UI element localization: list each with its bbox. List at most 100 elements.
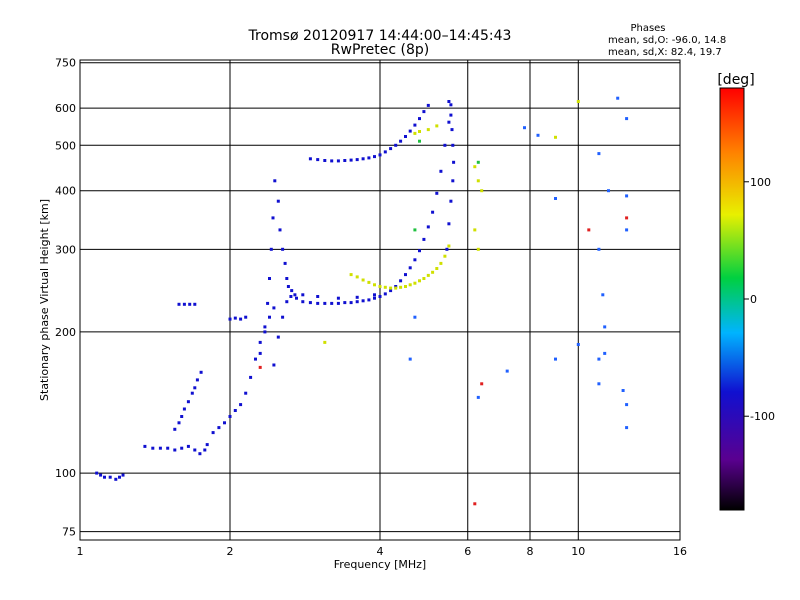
data-point: [373, 293, 376, 297]
data-point: [426, 225, 430, 229]
data-point: [180, 446, 184, 450]
data-point: [263, 325, 267, 329]
data-point: [349, 273, 353, 277]
data-point: [286, 285, 290, 288]
data-point: [330, 301, 334, 305]
data-point: [576, 100, 580, 103]
data-point: [177, 302, 181, 306]
colorbar-tick-label: 0: [750, 293, 757, 306]
data-point: [413, 315, 417, 319]
data-point: [426, 103, 430, 107]
data-point: [449, 199, 453, 203]
data-point: [408, 283, 412, 287]
data-point: [273, 179, 277, 183]
data-point: [435, 191, 439, 195]
x-axis-label: Frequency [MHz]: [334, 558, 426, 571]
data-point: [361, 157, 365, 161]
data-point: [203, 448, 207, 452]
colorbar: [719, 87, 745, 511]
data-point: [447, 222, 451, 226]
data-point: [373, 155, 376, 159]
data-point: [625, 228, 629, 232]
data-point: [173, 427, 177, 431]
data-point: [505, 369, 509, 373]
data-point: [413, 131, 417, 135]
data-point: [404, 135, 407, 138]
data-point: [554, 135, 557, 139]
data-point: [404, 273, 407, 277]
chart-title: Tromsø 20120917 14:44:00–14:45:43: [248, 28, 512, 44]
data-point: [343, 301, 347, 305]
data-point: [244, 391, 248, 395]
data-point: [239, 317, 243, 321]
data-point: [349, 301, 353, 305]
colorbar-tick-label: -100: [750, 410, 775, 423]
data-point: [625, 194, 629, 198]
data-point: [473, 165, 477, 169]
data-point: [182, 407, 186, 411]
data-point: [289, 295, 293, 298]
data-point: [597, 357, 601, 361]
data-point: [449, 103, 453, 107]
data-point: [99, 473, 103, 477]
data-point: [217, 426, 221, 430]
data-point: [114, 477, 118, 481]
phases-x-line: mean, sd,X: 82.4, 19.7: [608, 47, 722, 58]
data-point: [343, 159, 347, 162]
y-tick-label: 75: [62, 526, 76, 539]
data-point: [445, 247, 449, 251]
data-point: [361, 299, 365, 303]
data-point: [394, 143, 398, 147]
data-point: [223, 421, 226, 425]
data-point: [198, 452, 202, 456]
data-point: [323, 301, 327, 305]
x-tick-label: 10: [571, 545, 585, 558]
data-point: [439, 261, 443, 265]
data-point: [278, 228, 282, 232]
data-point: [378, 153, 382, 157]
data-point: [473, 502, 477, 506]
data-point: [269, 247, 273, 251]
data-point: [373, 283, 376, 287]
data-point: [281, 315, 285, 319]
data-point: [451, 143, 455, 147]
data-point: [452, 160, 456, 164]
data-point: [233, 316, 237, 320]
data-point: [193, 302, 197, 306]
data-point: [190, 391, 194, 395]
data-point: [285, 300, 289, 304]
x-axis: 1 2 4 6 8 10 16: [77, 545, 688, 558]
data-point: [399, 139, 403, 143]
data-point: [193, 386, 197, 390]
data-point: [383, 292, 387, 296]
data-point: [283, 261, 287, 265]
data-point: [413, 258, 417, 262]
data-point: [413, 123, 417, 127]
data-point: [173, 448, 177, 452]
data-point: [285, 277, 289, 280]
data-point: [601, 293, 605, 297]
data-point: [399, 279, 403, 283]
data-point: [435, 124, 439, 128]
data-point: [151, 446, 155, 450]
data-point: [378, 295, 382, 298]
data-point: [383, 150, 387, 154]
data-point: [295, 296, 298, 300]
data-point: [361, 278, 365, 282]
data-point: [408, 129, 412, 133]
data-point: [418, 249, 421, 253]
y-axis: 75 100 200 300 400 500 600 750: [55, 57, 76, 539]
data-point: [121, 473, 125, 477]
data-point: [422, 277, 426, 280]
data-point: [367, 156, 371, 160]
data-point: [293, 293, 297, 297]
data-point: [193, 448, 197, 452]
data-point: [408, 357, 412, 361]
data-point: [301, 293, 305, 297]
data-point: [281, 247, 285, 251]
x-tick-label: 1: [77, 545, 84, 558]
data-point: [268, 277, 271, 280]
data-point: [435, 267, 439, 270]
data-point: [308, 301, 312, 305]
data-point: [480, 189, 484, 193]
